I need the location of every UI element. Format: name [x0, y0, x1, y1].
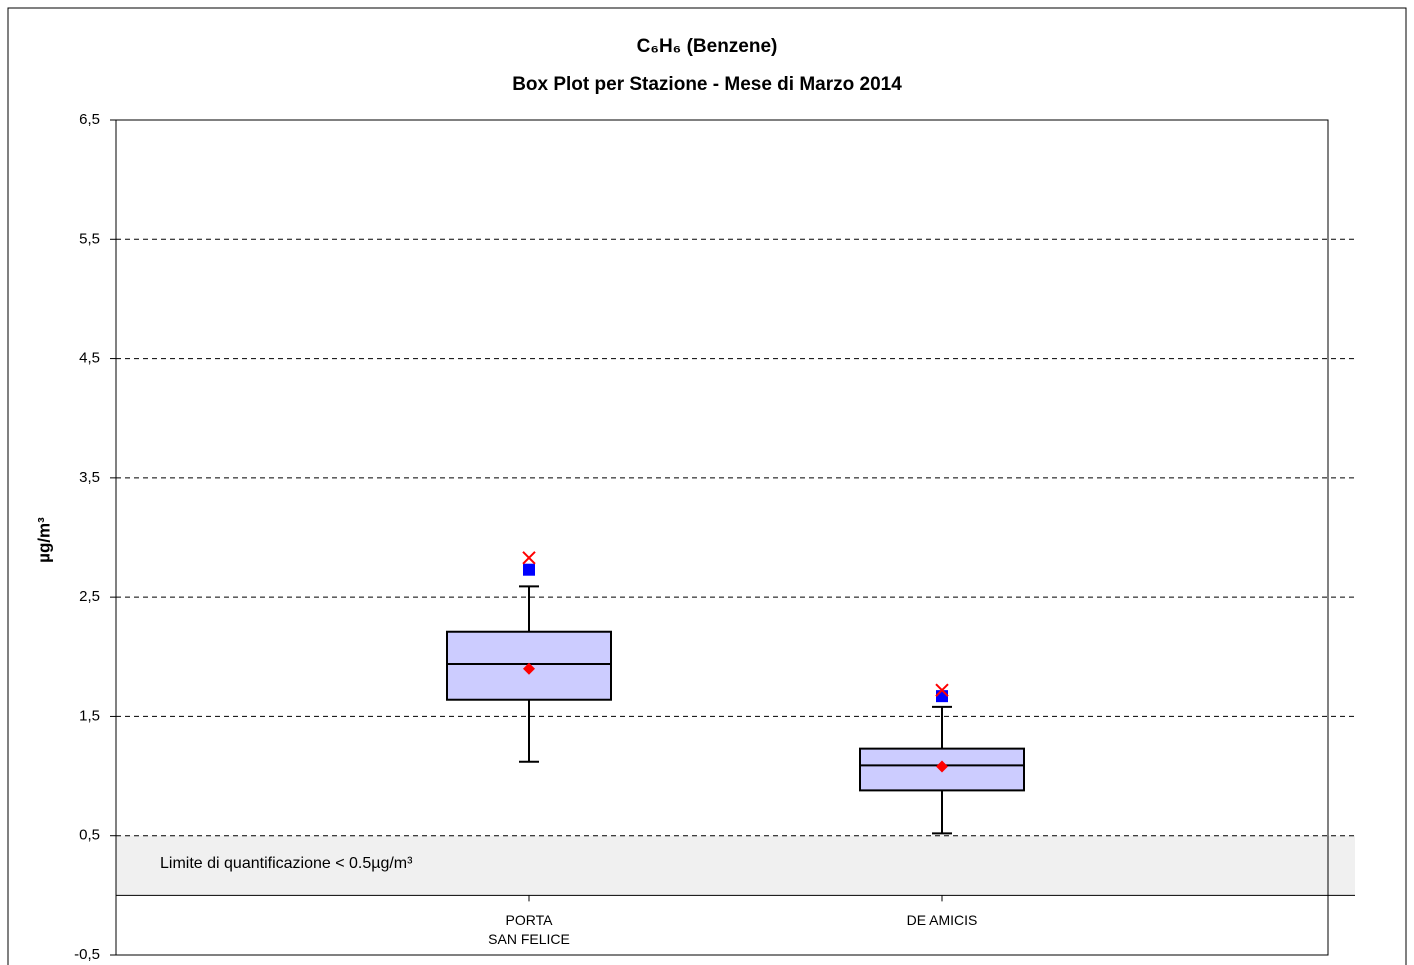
y-tick-label: 5,5: [79, 230, 100, 247]
lod-band: [116, 835, 1355, 896]
x-marker: [935, 683, 949, 697]
y-tick-label: 6,5: [79, 111, 100, 128]
x-tick-label: DE AMICIS: [906, 912, 978, 929]
chart-subtitle: Box Plot per Stazione - Mese di Marzo 20…: [512, 74, 902, 95]
chart-title: C₆H₆ (Benzene): [637, 36, 778, 57]
y-tick-label: 3,5: [79, 469, 100, 486]
plot-frame: [115, 119, 1329, 956]
y-tick-label: 4,5: [79, 350, 100, 367]
y-tick-label: 1,5: [79, 707, 100, 724]
y-tick-label: -0,5: [74, 946, 100, 963]
x-tick-label: PORTA SAN FELICE: [488, 912, 570, 948]
mean-marker: [523, 662, 535, 675]
chart-border: [7, 7, 1407, 965]
square-marker: [936, 690, 948, 703]
y-tick-label: 0,5: [79, 827, 100, 844]
square-marker: [523, 563, 535, 576]
y-axis-label: µg/m³: [34, 517, 53, 563]
y-tick-label: 2,5: [79, 588, 100, 605]
mean-marker: [936, 760, 948, 773]
x-marker: [522, 551, 536, 565]
lod-annotation: Limite di quantificazione < 0.5µg/m³: [160, 855, 413, 872]
